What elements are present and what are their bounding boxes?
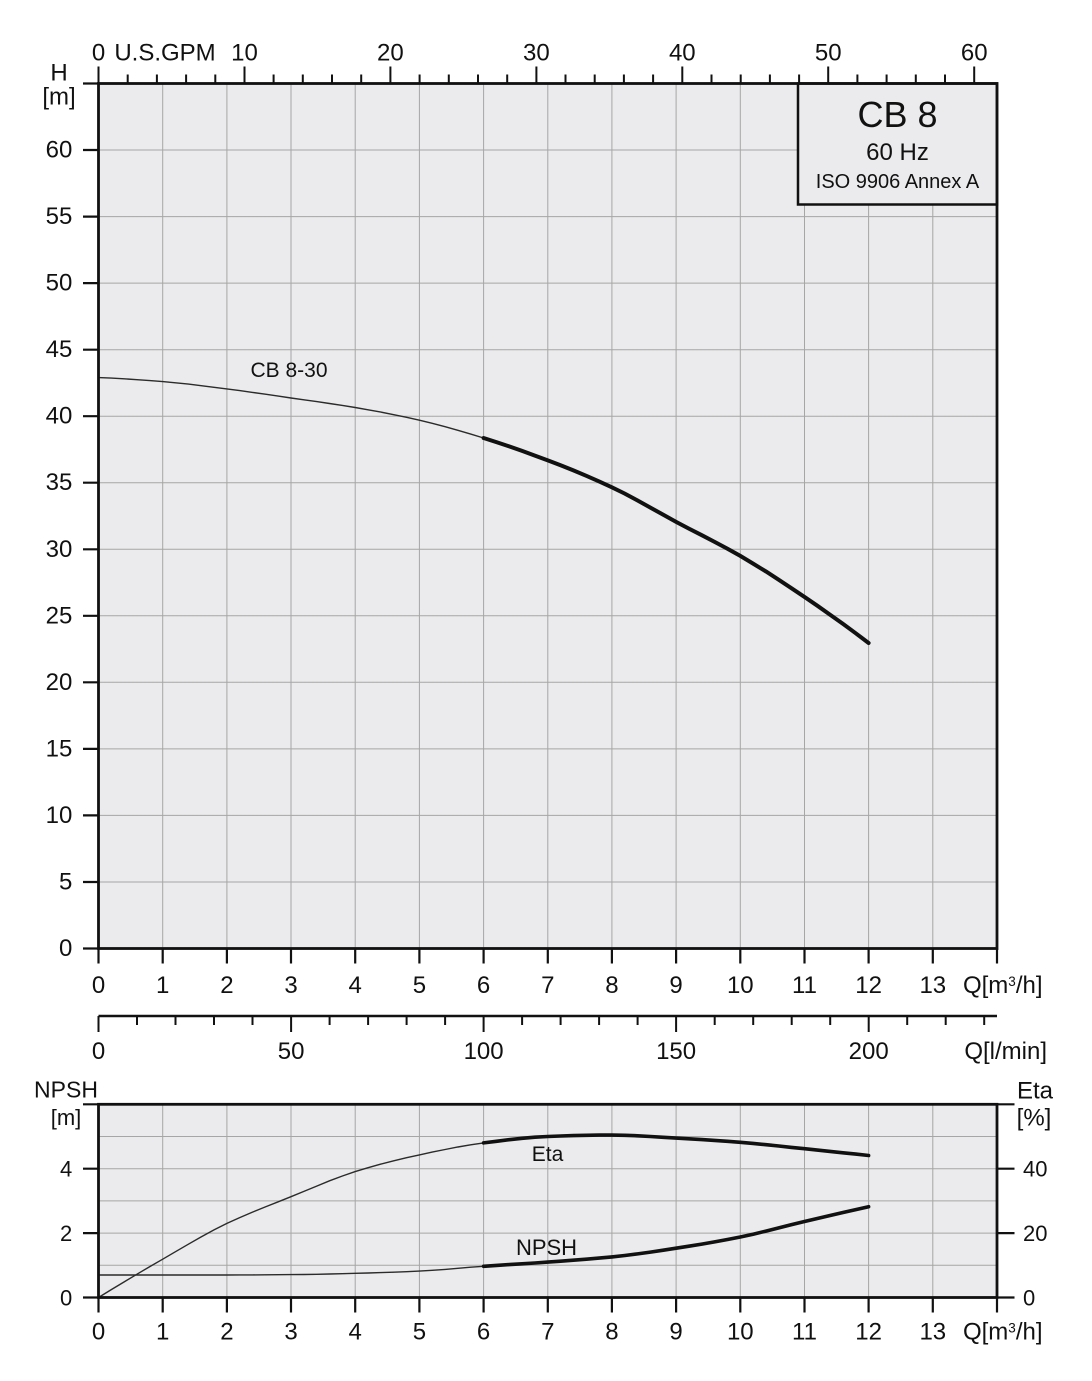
svg-text:5: 5 [413, 972, 426, 999]
svg-text:0: 0 [92, 1038, 105, 1065]
svg-text:13: 13 [919, 972, 946, 999]
svg-text:5: 5 [59, 869, 72, 896]
svg-text:10: 10 [727, 1319, 754, 1346]
svg-text:0: 0 [92, 1319, 105, 1346]
svg-text:10: 10 [727, 972, 754, 999]
svg-text:8: 8 [605, 972, 618, 999]
svg-text:6: 6 [477, 1319, 490, 1346]
svg-text:[m]: [m] [51, 1105, 82, 1130]
svg-text:H: H [50, 60, 67, 87]
svg-text:0: 0 [59, 935, 72, 962]
svg-text:60: 60 [961, 40, 988, 67]
svg-text:45: 45 [46, 336, 73, 363]
svg-text:30: 30 [523, 40, 550, 67]
svg-text:0: 0 [92, 972, 105, 999]
svg-text:Eta: Eta [1017, 1078, 1054, 1105]
svg-text:20: 20 [377, 40, 404, 67]
svg-text:[m]: [m] [42, 84, 75, 111]
svg-text:50: 50 [46, 270, 73, 297]
svg-text:40: 40 [46, 403, 73, 430]
svg-text:20: 20 [1023, 1221, 1047, 1246]
svg-text:4: 4 [349, 972, 362, 999]
svg-text:Q[l/min]: Q[l/min] [964, 1038, 1047, 1065]
svg-text:35: 35 [46, 469, 73, 496]
svg-text:15: 15 [46, 735, 73, 762]
svg-text:25: 25 [46, 602, 73, 629]
svg-text:10: 10 [231, 40, 258, 67]
svg-text:CB 8: CB 8 [857, 94, 937, 135]
svg-text:13: 13 [919, 1319, 946, 1346]
svg-text:Q[m3/h]: Q[m3/h] [963, 972, 1043, 999]
svg-text:ISO 9906 Annex A: ISO 9906 Annex A [816, 171, 980, 193]
svg-text:3: 3 [284, 1319, 297, 1346]
svg-text:2: 2 [60, 1221, 72, 1246]
svg-text:30: 30 [46, 536, 73, 563]
svg-text:50: 50 [815, 40, 842, 67]
svg-text:[%]: [%] [1017, 1105, 1052, 1132]
svg-text:1: 1 [156, 1319, 169, 1346]
svg-text:0: 0 [92, 40, 105, 67]
svg-text:2: 2 [220, 972, 233, 999]
svg-text:0: 0 [1023, 1286, 1035, 1311]
svg-text:6: 6 [477, 972, 490, 999]
svg-text:11: 11 [792, 1319, 817, 1346]
svg-text:40: 40 [1023, 1157, 1047, 1182]
svg-text:NPSH: NPSH [34, 1077, 98, 1103]
svg-text:4: 4 [60, 1157, 72, 1182]
svg-text:40: 40 [669, 40, 696, 67]
svg-text:100: 100 [464, 1038, 504, 1065]
svg-text:U.S.GPM: U.S.GPM [114, 40, 215, 67]
svg-text:Q[m3/h]: Q[m3/h] [963, 1319, 1043, 1346]
svg-text:20: 20 [46, 669, 73, 696]
svg-text:60 Hz: 60 Hz [866, 139, 929, 166]
svg-text:NPSH: NPSH [516, 1235, 577, 1260]
svg-text:12: 12 [855, 972, 882, 999]
svg-text:CB 8-30: CB 8-30 [250, 359, 327, 382]
svg-text:7: 7 [541, 1319, 554, 1346]
svg-text:50: 50 [278, 1038, 305, 1065]
svg-text:2: 2 [220, 1319, 233, 1346]
svg-text:11: 11 [792, 972, 817, 999]
svg-text:7: 7 [541, 972, 554, 999]
svg-text:5: 5 [413, 1319, 426, 1346]
svg-text:200: 200 [849, 1038, 889, 1065]
svg-text:8: 8 [605, 1319, 618, 1346]
svg-text:150: 150 [656, 1038, 696, 1065]
svg-text:0: 0 [60, 1286, 72, 1311]
svg-text:1: 1 [156, 972, 169, 999]
svg-text:55: 55 [46, 203, 73, 230]
svg-text:4: 4 [349, 1319, 362, 1346]
svg-text:60: 60 [46, 137, 73, 164]
svg-text:Eta: Eta [532, 1143, 564, 1166]
svg-text:3: 3 [284, 972, 297, 999]
svg-text:9: 9 [669, 972, 682, 999]
svg-text:10: 10 [46, 802, 73, 829]
svg-text:9: 9 [669, 1319, 682, 1346]
svg-text:12: 12 [855, 1319, 882, 1346]
